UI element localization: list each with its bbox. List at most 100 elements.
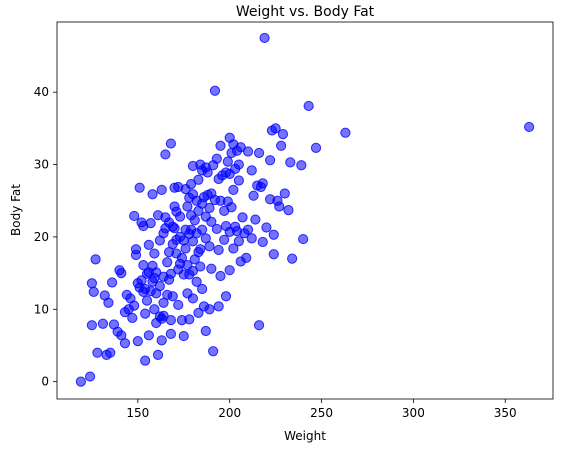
- data-point: [187, 265, 199, 277]
- data-point: [220, 291, 232, 302]
- data-point: [253, 147, 265, 159]
- data-point: [189, 215, 200, 226]
- x-tick-label: 150: [126, 406, 149, 420]
- data-point: [187, 293, 199, 304]
- data-point: [141, 295, 153, 306]
- data-point: [241, 252, 252, 263]
- points-layer: [75, 32, 535, 387]
- data-point: [296, 160, 307, 171]
- data-point: [140, 355, 151, 366]
- data-point: [246, 165, 257, 176]
- data-point: [215, 270, 226, 282]
- data-point: [257, 236, 268, 248]
- data-point: [222, 156, 233, 167]
- data-point: [174, 211, 186, 222]
- data-point: [228, 243, 239, 254]
- data-point: [156, 335, 167, 346]
- x-tick-label: 200: [218, 406, 241, 420]
- data-point: [242, 146, 254, 157]
- data-point: [107, 277, 118, 288]
- data-point: [242, 224, 254, 235]
- data-point: [215, 140, 226, 151]
- data-point: [279, 188, 290, 199]
- data-point: [253, 320, 265, 331]
- data-point: [213, 301, 224, 312]
- data-point: [257, 178, 268, 189]
- x-axis-title: Weight: [284, 429, 326, 443]
- data-point: [176, 252, 188, 263]
- y-axis-ticks: 0 10 20 30 40: [34, 85, 57, 389]
- data-point: [197, 283, 208, 295]
- data-point: [92, 347, 103, 358]
- data-point: [119, 338, 131, 349]
- data-point: [204, 202, 215, 214]
- data-point: [340, 127, 351, 138]
- data-point: [193, 307, 204, 318]
- plot-frame: [56, 21, 554, 400]
- data-point: [156, 184, 167, 195]
- data-point: [268, 249, 279, 260]
- data-point: [276, 140, 287, 151]
- data-point: [132, 336, 143, 347]
- data-point: [261, 222, 272, 233]
- data-point: [310, 142, 322, 154]
- data-point: [237, 212, 248, 223]
- data-point: [277, 129, 289, 140]
- data-point: [235, 142, 246, 153]
- data-point: [268, 229, 279, 240]
- data-point: [165, 328, 176, 339]
- y-tick-label: 10: [34, 302, 49, 316]
- data-point: [165, 268, 176, 279]
- data-point: [193, 174, 204, 185]
- data-point: [265, 155, 276, 166]
- data-point: [86, 278, 98, 289]
- data-point: [147, 189, 158, 200]
- data-point: [103, 297, 114, 308]
- data-point: [195, 244, 206, 255]
- data-point: [105, 347, 116, 358]
- data-point: [149, 304, 160, 315]
- x-axis-ticks: 150 200 250 300 350: [126, 399, 517, 420]
- data-point: [129, 210, 140, 222]
- data-point: [211, 223, 222, 235]
- data-point: [140, 308, 151, 319]
- data-point: [160, 149, 171, 160]
- data-point: [162, 257, 173, 268]
- data-point: [152, 349, 164, 360]
- data-point: [143, 330, 154, 341]
- data-point: [149, 248, 160, 259]
- data-point: [143, 239, 154, 250]
- y-tick-label: 0: [41, 375, 49, 389]
- data-point: [233, 236, 244, 247]
- data-point: [130, 249, 142, 261]
- data-point: [197, 224, 208, 235]
- data-point: [233, 159, 244, 170]
- data-point: [151, 267, 162, 278]
- data-point: [86, 320, 98, 331]
- data-point: [97, 318, 109, 329]
- data-point: [248, 190, 259, 201]
- data-point: [250, 214, 261, 225]
- data-point: [303, 100, 314, 112]
- y-tick-label: 20: [34, 230, 49, 244]
- y-tick-label: 30: [34, 158, 49, 172]
- plot-area: [57, 22, 553, 399]
- data-point: [116, 267, 127, 279]
- data-point: [219, 234, 230, 245]
- data-point: [127, 312, 138, 324]
- data-point: [287, 253, 298, 264]
- data-point: [169, 223, 180, 234]
- data-point: [165, 315, 176, 326]
- data-point: [259, 32, 270, 44]
- data-point: [206, 263, 217, 274]
- data-point: [75, 376, 86, 387]
- data-point: [228, 184, 239, 195]
- data-point: [165, 138, 176, 149]
- data-point: [184, 314, 195, 325]
- data-point: [285, 157, 296, 168]
- data-point: [145, 218, 156, 229]
- data-point: [206, 216, 217, 227]
- y-axis-title: Body Fat: [9, 184, 23, 236]
- data-point: [246, 233, 257, 244]
